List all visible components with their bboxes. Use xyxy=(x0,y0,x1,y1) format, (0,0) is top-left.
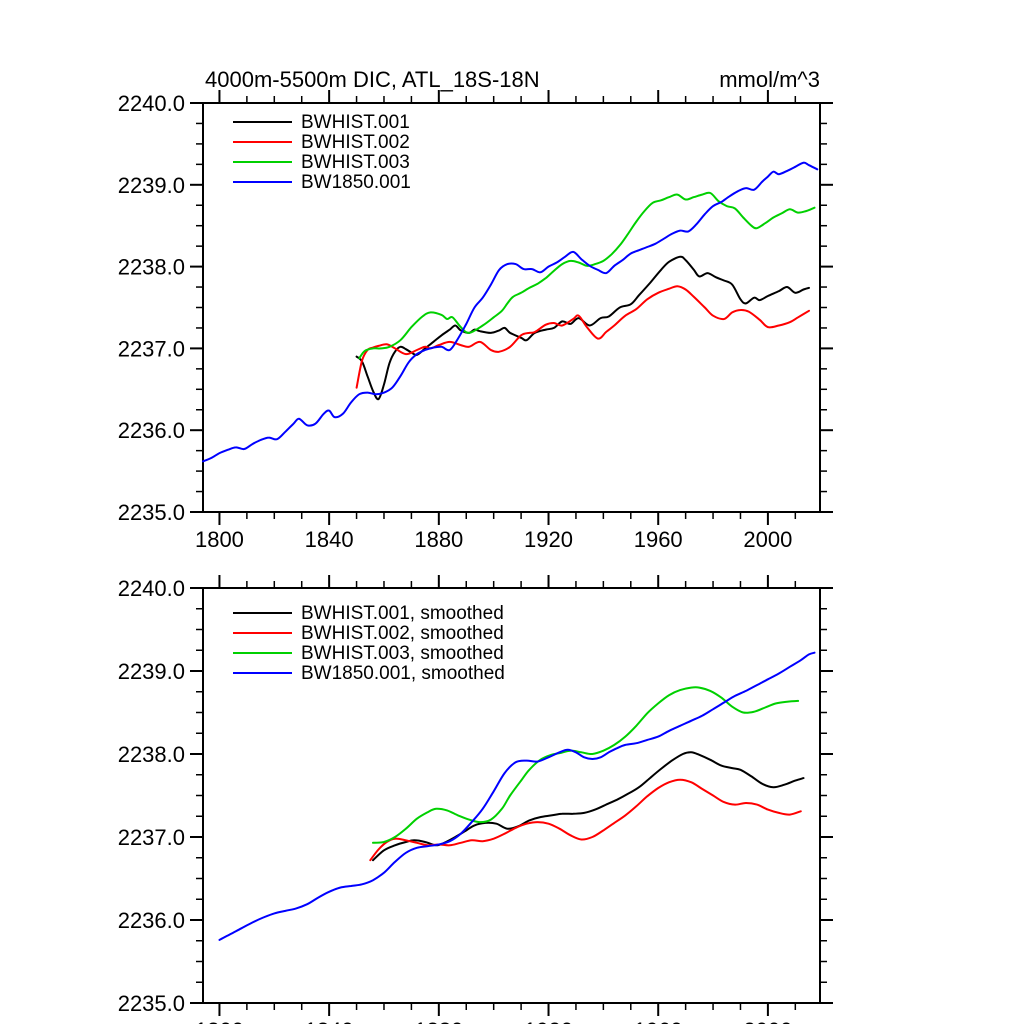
y-tick-label: 2235.0 xyxy=(118,500,185,525)
y-tick-label: 2237.0 xyxy=(118,336,185,361)
series-line-bwhist-002 xyxy=(355,285,810,389)
plot-frame xyxy=(202,102,821,513)
y-tick-label: 2238.0 xyxy=(118,255,185,280)
legend-label: BWHIST.003 xyxy=(301,152,410,173)
x-tick-label: 1880 xyxy=(414,1018,463,1024)
x-tick-label: 1960 xyxy=(634,527,683,552)
x-tick-label: 1800 xyxy=(195,1018,244,1024)
bottom-chart-smoothed: 1800 1840 1880 1920 1960 2000 2235.0 2236.0 2237… xyxy=(118,575,833,1024)
legend-label: BWHIST.002, smoothed xyxy=(301,623,504,644)
x-tick-label: 2000 xyxy=(743,1018,792,1024)
x-tick-label: 1920 xyxy=(524,1018,573,1024)
x-tick-label: 1880 xyxy=(414,527,463,552)
x-tick-label: 1960 xyxy=(634,1018,683,1024)
y-tick-label: 2239.0 xyxy=(118,173,185,198)
series-line-bwhist-002-smoothed xyxy=(369,778,802,862)
legend-label: BW1850.001, smoothed xyxy=(301,663,505,684)
series-line-bw1850-001-smoothed xyxy=(218,651,816,941)
legend-label: BW1850.001 xyxy=(301,172,411,193)
y-tick-label: 2240.0 xyxy=(118,576,185,601)
x-tick-label: 1920 xyxy=(524,527,573,552)
y-tick-label: 2236.0 xyxy=(118,418,185,443)
x-tick-label: 1840 xyxy=(305,1018,354,1024)
legend-label: BWHIST.003, smoothed xyxy=(301,643,504,664)
units-label: mmol/m^3 xyxy=(719,67,820,92)
series-line-bwhist-003 xyxy=(358,191,816,360)
top-chart: 1800 1840 1880 1920 1960 2000 2235.0 2236.0 2237… xyxy=(118,67,833,552)
legend-label: BWHIST.002 xyxy=(301,132,410,153)
legend-label: BWHIST.001, smoothed xyxy=(301,603,504,624)
y-tick-label: 2235.0 xyxy=(118,991,185,1016)
legend-label: BWHIST.001 xyxy=(301,112,410,133)
y-tick-label: 2236.0 xyxy=(118,908,185,933)
x-tick-label: 1800 xyxy=(195,527,244,552)
y-tick-label: 2238.0 xyxy=(118,742,185,767)
y-tick-label: 2239.0 xyxy=(118,659,185,684)
y-tick-label: 2237.0 xyxy=(118,825,185,850)
series-line-bwhist-003-smoothed xyxy=(372,686,800,844)
y-tick-label: 2240.0 xyxy=(118,91,185,116)
chart-title: 4000m-5500m DIC, ATL_18S-18N xyxy=(205,67,540,92)
x-tick-label: 1840 xyxy=(305,527,354,552)
series-line-bwhist-001 xyxy=(355,255,810,401)
x-tick-label: 2000 xyxy=(743,527,792,552)
plot-frame xyxy=(202,587,821,1004)
series-line-bw1850-001 xyxy=(202,161,819,463)
